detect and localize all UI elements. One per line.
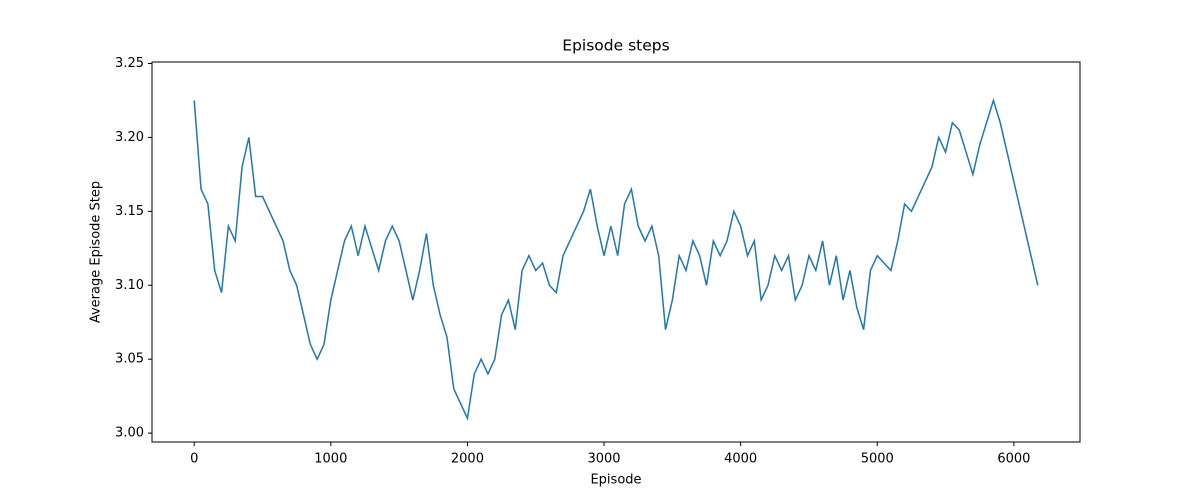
y-tick-label: 3.20: [115, 130, 144, 145]
x-tick-label: 1000: [314, 452, 347, 467]
x-tick-label: 6000: [997, 452, 1030, 467]
y-tick-label: 3.00: [115, 426, 144, 441]
x-tick-label: 2000: [451, 452, 484, 467]
y-axis-label: Average Episode Step: [89, 181, 104, 323]
x-axis-label: Episode: [590, 473, 641, 488]
y-tick-label: 3.25: [115, 56, 144, 71]
chart-title: Episode steps: [562, 37, 669, 55]
line-series: [193, 97, 1039, 421]
plot-frame: [151, 61, 1081, 443]
y-tick-label: 3.15: [115, 204, 144, 219]
y-tick-label: 3.05: [115, 352, 144, 367]
x-tick-label: 3000: [587, 452, 620, 467]
x-tick-label: 0: [190, 452, 198, 467]
y-tick-label: 3.10: [115, 278, 144, 293]
x-tick-label: 4000: [724, 452, 757, 467]
x-tick-label: 5000: [861, 452, 894, 467]
